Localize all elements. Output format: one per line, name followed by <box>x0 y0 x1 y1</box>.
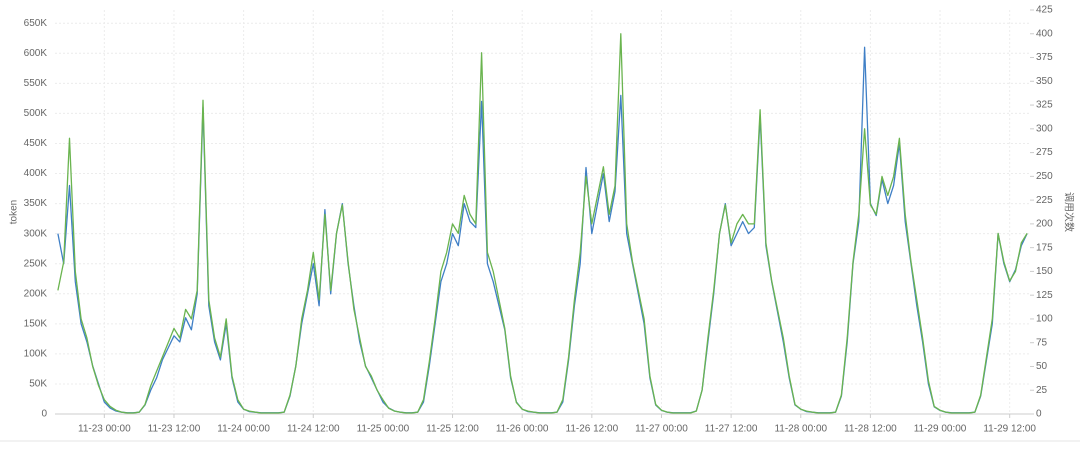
y-tick-label: 200K <box>24 288 48 299</box>
y-tick-label: 400K <box>24 168 48 179</box>
y2-tick-label: 225 <box>1036 195 1053 206</box>
x-tick-label: 11-27 12:00 <box>705 424 758 435</box>
y-tick-label: 500K <box>24 108 48 119</box>
x-tick-label: 11-27 00:00 <box>635 424 688 435</box>
y2-tick-label: 150 <box>1036 266 1053 277</box>
y2-tick-label: 425 <box>1036 5 1053 16</box>
y-tick-label: 300K <box>24 228 48 239</box>
y2-tick-label: 125 <box>1036 290 1053 301</box>
y-tick-label: 100K <box>24 349 48 360</box>
y-tick-label: 50K <box>29 379 47 390</box>
y-tick-label: 600K <box>24 48 48 59</box>
y2-tick-label: 0 <box>1036 409 1042 420</box>
x-tick-label: 11-25 00:00 <box>357 424 410 435</box>
y2-tick-label: 275 <box>1036 147 1053 158</box>
x-tick-label: 11-26 12:00 <box>566 424 619 435</box>
y2-tick-label: 325 <box>1036 100 1053 111</box>
y-tick-label: 650K <box>24 18 48 29</box>
x-tick-label: 11-23 12:00 <box>148 424 201 435</box>
y2-tick-label: 175 <box>1036 242 1053 253</box>
y-tick-label: 250K <box>24 258 48 269</box>
y2-tick-label: 375 <box>1036 52 1053 63</box>
y2-tick-label: 25 <box>1036 385 1048 396</box>
x-tick-label: 11-26 00:00 <box>496 424 549 435</box>
x-tick-label: 11-28 12:00 <box>844 424 897 435</box>
y2-tick-label: 75 <box>1036 337 1048 348</box>
y2-tick-label: 400 <box>1036 28 1053 39</box>
series-line <box>57 33 1028 414</box>
y2-tick-label: 200 <box>1036 219 1053 230</box>
y2-tick-label: 250 <box>1036 171 1053 182</box>
x-tick-label: 11-24 12:00 <box>287 424 340 435</box>
y-tick-label: 350K <box>24 198 48 209</box>
x-tick-label: 11-23 00:00 <box>78 424 131 435</box>
y2-tick-label: 300 <box>1036 123 1053 134</box>
y-axis-label: token <box>9 200 20 224</box>
y-tick-label: 150K <box>24 318 48 329</box>
y2-tick-label: 100 <box>1036 314 1053 325</box>
y2-axis-label: 调用次数 <box>1062 192 1075 232</box>
y-tick-label: 450K <box>24 138 48 149</box>
y2-tick-label: 350 <box>1036 76 1053 87</box>
y-tick-label: 0 <box>41 409 47 420</box>
x-tick-label: 11-29 12:00 <box>983 424 1036 435</box>
x-tick-label: 11-29 00:00 <box>914 424 967 435</box>
x-tick-label: 11-28 00:00 <box>774 424 827 435</box>
x-tick-label: 11-24 00:00 <box>217 424 270 435</box>
x-tick-label: 11-25 12:00 <box>426 424 479 435</box>
y2-tick-label: 50 <box>1036 361 1048 372</box>
y-tick-label: 550K <box>24 78 48 89</box>
